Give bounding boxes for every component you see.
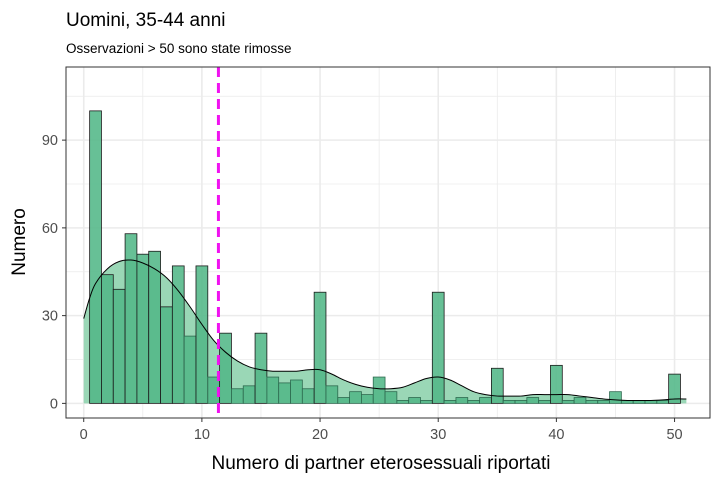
histogram-bar <box>561 400 575 404</box>
y-axis-title: Numero <box>9 208 30 276</box>
histogram-bar <box>490 367 504 404</box>
histogram-bar <box>609 391 622 404</box>
histogram-bar <box>101 274 114 404</box>
x-tick-label: 0 <box>80 427 88 443</box>
histogram-bar <box>254 332 268 404</box>
histogram-bar <box>384 391 398 404</box>
histogram-bar <box>597 400 610 404</box>
axes: 0 10 20 30 40 50 0 30 60 90 <box>42 133 683 443</box>
histogram-bar <box>219 332 232 404</box>
histogram-bar <box>278 382 291 404</box>
histogram-bar <box>668 373 681 404</box>
x-tick-label: 40 <box>548 427 564 443</box>
histogram-bar <box>656 400 670 404</box>
histogram-bar <box>349 391 362 404</box>
histogram-bar <box>290 379 303 404</box>
histogram-bar <box>550 364 563 404</box>
x-tick-label: 30 <box>430 427 446 443</box>
histogram-bar <box>372 376 386 404</box>
histogram-bar <box>148 250 161 404</box>
histogram-bar <box>325 385 339 404</box>
histogram-bar <box>183 335 197 404</box>
histogram-bar <box>266 376 280 404</box>
y-tick-label: 30 <box>42 309 58 325</box>
histogram-bar <box>337 397 350 404</box>
histogram-bar <box>396 400 410 404</box>
density-area-fill <box>83 260 687 404</box>
histogram-bar <box>526 397 540 404</box>
histogram-bars <box>89 110 681 404</box>
histogram-bar <box>514 400 528 404</box>
histogram-bar <box>136 253 150 404</box>
histogram-bar <box>420 400 433 404</box>
histogram-bar <box>124 233 138 404</box>
panel-border <box>65 66 711 419</box>
histogram-bar <box>112 288 126 404</box>
y-tick-label: 90 <box>42 133 58 149</box>
histogram-bar <box>479 397 492 404</box>
y-tick-label: 0 <box>50 396 58 412</box>
histogram-bar <box>573 397 587 404</box>
density-curve <box>83 259 687 401</box>
y-tick-label: 60 <box>42 221 58 237</box>
x-tick-label: 20 <box>312 427 328 443</box>
histogram-bar <box>313 291 327 404</box>
histogram-bar <box>443 400 457 404</box>
histogram-bar <box>301 388 315 404</box>
density-area <box>83 260 687 404</box>
histogram-bar <box>160 306 173 404</box>
chart-title: Uomini, 35-44 anni <box>66 10 225 31</box>
histogram-bar <box>502 400 516 404</box>
histogram-bar <box>195 265 209 404</box>
histogram-bar <box>361 394 374 404</box>
x-axis-title: Numero di partner eterosessuali riportat… <box>212 453 551 474</box>
histogram-bar <box>89 110 102 404</box>
histogram-bar <box>467 400 480 404</box>
histogram-bar <box>538 400 551 404</box>
histogram-bar <box>242 385 256 404</box>
x-tick-label: 50 <box>666 427 682 443</box>
histogram-bar <box>231 388 244 404</box>
histogram-bar <box>171 265 185 404</box>
histogram-bar <box>431 291 445 404</box>
histogram-bar <box>455 397 469 404</box>
x-tick-label: 10 <box>194 427 210 443</box>
histogram-bar <box>408 397 421 404</box>
density-curve-line <box>83 259 687 401</box>
chart-subtitle: Osservazioni > 50 sono state rimosse <box>66 41 291 56</box>
histogram-bar <box>585 400 599 404</box>
